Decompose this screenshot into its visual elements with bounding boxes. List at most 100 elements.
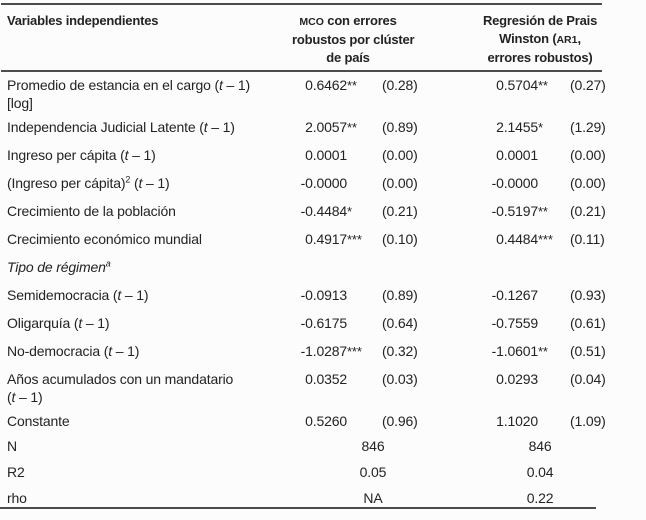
standard-error: (0.04) [570, 371, 606, 387]
model2-summary-value: 0.04 [526, 464, 554, 480]
text-segment: Constante [7, 413, 70, 429]
standard-error: (0.00) [570, 175, 606, 191]
coefficient-cell: 0.5704** [440, 70, 556, 112]
coefficient-cell: -0.6175 [292, 308, 372, 336]
text-segment: – 1) [128, 147, 156, 163]
table-rule-bottom [0, 507, 596, 509]
text-segment: t [124, 147, 129, 163]
coefficient-cell: 2.0057** [292, 112, 372, 140]
header-model-prais-winston: Regresión de Prais Winston (AR1, errores r… [440, 5, 640, 70]
text-segment: errores robustos) [487, 50, 593, 65]
coefficient-value: 0.4917 [305, 231, 347, 247]
text-segment: – 1) [222, 77, 251, 93]
variable-label: rho [0, 486, 292, 510]
coefficient-value: 0.5704 [496, 77, 539, 93]
text-segment: Años acumulados con un mandatario [7, 371, 234, 387]
standard-error: (0.61) [570, 315, 606, 331]
standard-error: (0.28) [382, 77, 418, 93]
coefficient-cell: 0.5260 [292, 406, 372, 434]
variable-label: N [0, 434, 292, 460]
text-segment: Variables independientes [7, 13, 159, 28]
text-segment: No-democracia ( [7, 343, 109, 359]
text-segment: Ingreso per cápita ( [7, 147, 125, 163]
text-segment: – 1) [15, 389, 43, 405]
text-segment: robustos por clúster [292, 32, 415, 47]
text-segment: Winston ( [499, 31, 557, 46]
text-segment: Oligarquía ( [7, 315, 79, 331]
table-header: Variables independientes MCO con errores… [0, 5, 640, 70]
coefficient-cell: 0.0001 [440, 140, 556, 168]
coefficient-value: -1.0287 [300, 343, 348, 359]
text-segment: t [203, 119, 208, 135]
table-row: No-democracia (t – 1) -1.0287*** (0.32) -1.… [0, 336, 640, 364]
standard-error: (0.21) [382, 203, 418, 219]
coefficient-value: -0.7559 [491, 315, 539, 331]
text-segment: Regresión de Prais [482, 13, 598, 28]
standard-error: (0.89) [382, 287, 418, 303]
model1-summary-value: 0.05 [359, 464, 387, 480]
coefficient-cell: -0.7559 [440, 308, 556, 336]
text-segment: , [577, 31, 581, 46]
regression-table: Variables independientes MCO con errores… [0, 5, 640, 510]
coefficient-cell: 2.1455* [440, 112, 556, 140]
variable-label: Promedio de estancia en el cargo (t – 1)… [0, 70, 292, 112]
standard-error: (0.32) [382, 343, 418, 359]
text-segment: Promedio de estancia en el cargo ( [7, 77, 220, 93]
text-segment: – 1) [121, 287, 149, 303]
coefficient-cell: -0.0000 [440, 168, 556, 196]
variable-label: Independencia Judicial Latente (t – 1) [0, 112, 292, 140]
table-row: (Ingreso per cápita)2 (t – 1) -0.0000 (0.0… [0, 168, 640, 196]
variable-label: Ingreso per cápita (t – 1) [0, 140, 292, 168]
standard-error: (1.09) [570, 413, 606, 429]
coefficient-cell: -0.5197** [440, 196, 556, 224]
table-row: Años acumulados con un mandatario (t – 1)… [0, 364, 640, 406]
model2-summary-value: 846 [528, 438, 552, 454]
text-segment: Tipo de régimen [7, 259, 106, 275]
text-segment: rho [7, 490, 27, 506]
coefficient-value: -0.1267 [491, 287, 539, 303]
standard-error: (0.00) [382, 175, 418, 191]
significance-stars: * [347, 204, 352, 219]
text-segment: t [219, 77, 223, 93]
table-rule-header [1, 70, 602, 72]
significance-stars: ** [347, 78, 357, 93]
text-segment: t [117, 287, 122, 303]
standard-error: (0.21) [570, 203, 606, 219]
table-row: N 846 846 [0, 434, 640, 460]
coefficient-value: -1.0601 [491, 343, 539, 359]
text-segment: Crecimiento económico mundial [7, 231, 202, 247]
variable-label: Oligarquía (t – 1) [0, 308, 292, 336]
table-row: rho NA 0.22 [0, 486, 640, 510]
coefficient-cell: -0.1267 [440, 280, 556, 308]
text-segment: t [78, 315, 83, 331]
coefficient-cell: 0.0352 [292, 364, 372, 406]
coefficient-value: -0.6175 [300, 315, 348, 331]
text-segment: – 1) [82, 315, 110, 331]
variable-label: Años acumulados con un mandatario (t – 1) [0, 364, 292, 406]
text-segment: t [108, 343, 112, 359]
text-segment: 2 [125, 174, 131, 185]
header-variables: Variables independientes [0, 5, 292, 70]
text-segment: ( [7, 389, 12, 405]
variable-label: Crecimiento de la población [0, 196, 292, 224]
table-row: Crecimiento económico mundial 0.4917*** (0… [0, 224, 640, 252]
text-segment: MCO [299, 16, 324, 28]
coefficient-cell: -0.0000 [292, 168, 372, 196]
standard-error: (0.03) [382, 371, 418, 387]
text-segment: AR1 [556, 34, 578, 46]
coefficient-cell: -1.0601** [440, 336, 556, 364]
significance-stars: ** [347, 120, 357, 135]
table-row: Tipo de régimena [0, 252, 640, 280]
text-segment: t [11, 389, 16, 405]
coefficient-value: 0.0001 [305, 147, 347, 163]
coefficient-value: 2.0057 [305, 119, 347, 135]
significance-stars: *** [347, 344, 362, 359]
coefficient-cell: -0.4484* [292, 196, 372, 224]
variable-label: (Ingreso per cápita)2 (t – 1) [0, 168, 292, 196]
table-row: Constante 0.5260 (0.96) 1.1020 (1.09) [0, 406, 640, 434]
model2-summary-value: 0.22 [526, 490, 554, 506]
table-row: Crecimiento de la población -0.4484* (0.21… [0, 196, 640, 224]
text-segment: Semidemocracia ( [7, 287, 118, 303]
coefficient-cell: 0.0001 [292, 140, 372, 168]
coefficient-value: 0.5260 [305, 413, 347, 429]
